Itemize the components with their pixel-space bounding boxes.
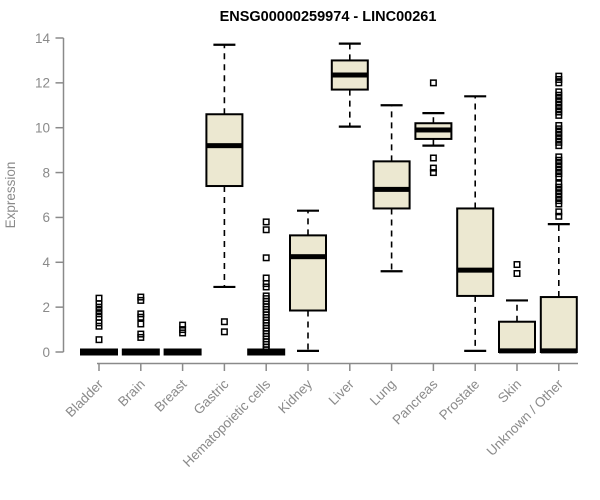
x-tick-label: Prostate xyxy=(436,377,482,423)
outlier-point xyxy=(95,336,103,344)
boxplot-gastric xyxy=(205,43,244,336)
collapsed-box xyxy=(163,348,202,356)
outlier-point xyxy=(262,254,270,262)
outlier-point xyxy=(555,180,563,188)
outlier-point xyxy=(555,88,563,96)
boxplot-breast xyxy=(163,321,202,356)
y-tick-label: 0 xyxy=(42,345,50,360)
median-line xyxy=(540,348,577,354)
iqr-box xyxy=(289,234,327,312)
iqr-box xyxy=(205,113,244,188)
outlier-point xyxy=(429,164,437,172)
outlier-point xyxy=(220,328,228,336)
outlier-point xyxy=(179,321,187,329)
outlier-point xyxy=(555,121,563,129)
iqr-box xyxy=(539,296,578,353)
y-axis-label: Expression xyxy=(3,162,18,229)
boxplot-skin xyxy=(498,261,536,354)
iqr-box xyxy=(456,207,495,297)
x-tick-label: Breast xyxy=(152,376,190,414)
outlier-point xyxy=(429,79,437,87)
boxplot-pancreas xyxy=(414,79,453,177)
outlier-point xyxy=(262,226,270,234)
outlier-point xyxy=(513,261,521,269)
outlier-point xyxy=(95,294,103,302)
x-tick-label: Lung xyxy=(367,377,399,409)
y-tick-label: 14 xyxy=(35,31,51,46)
boxplot-kidney xyxy=(289,209,327,352)
boxplot-bladder xyxy=(80,294,118,356)
x-tick-label: Liver xyxy=(326,376,358,408)
outlier-point xyxy=(137,293,145,301)
x-tick-label: Brain xyxy=(115,377,148,410)
y-tick-label: 4 xyxy=(42,255,50,270)
collapsed-box xyxy=(80,348,118,356)
y-tick-label: 10 xyxy=(35,121,50,136)
outlier-point xyxy=(220,318,228,326)
outlier-point xyxy=(555,212,563,220)
outlier-point xyxy=(179,326,187,334)
median-line xyxy=(499,348,535,354)
boxplot-lung xyxy=(372,104,411,273)
outlier-point xyxy=(137,330,145,338)
boxplot-hematopoietic-cells xyxy=(247,218,286,356)
median-line xyxy=(415,127,452,133)
boxplot-prostate xyxy=(456,95,495,352)
outlier-point xyxy=(262,218,270,226)
y-tick-label: 6 xyxy=(42,210,50,225)
outlier-point xyxy=(429,154,437,162)
outlier-point xyxy=(137,310,145,318)
chart-title: ENSG00000259974 - LINC00261 xyxy=(220,9,437,25)
boxplot-brain xyxy=(121,293,160,356)
x-tick-label: Kidney xyxy=(275,376,315,416)
y-tick-label: 8 xyxy=(42,165,50,180)
y-tick-label: 12 xyxy=(35,76,50,91)
y-tick-label: 2 xyxy=(42,300,50,315)
outlier-point xyxy=(513,270,521,277)
boxplot-liver xyxy=(330,42,369,128)
x-tick-label: Pancreas xyxy=(390,376,441,427)
outlier-point xyxy=(262,292,270,300)
outlier-point xyxy=(137,320,145,328)
x-tick-label: Gastric xyxy=(191,376,232,417)
outlier-point xyxy=(429,169,437,177)
median-line xyxy=(331,72,368,78)
outlier-point xyxy=(555,72,563,80)
x-tick-label: Unknown / Other xyxy=(484,376,567,459)
median-line xyxy=(206,143,243,149)
median-line xyxy=(290,254,326,260)
median-line xyxy=(373,186,410,192)
x-tick-label: Bladder xyxy=(63,376,107,420)
outlier-point xyxy=(555,153,563,161)
median-line xyxy=(457,267,494,273)
outlier-point xyxy=(555,208,563,216)
collapsed-box xyxy=(121,348,160,356)
iqr-box xyxy=(372,160,411,210)
iqr-box xyxy=(498,320,536,354)
boxplot-unknown-other xyxy=(539,72,578,354)
x-tick-label: Skin xyxy=(495,377,524,406)
boxplot-series xyxy=(80,42,578,356)
outlier-point xyxy=(262,274,270,282)
